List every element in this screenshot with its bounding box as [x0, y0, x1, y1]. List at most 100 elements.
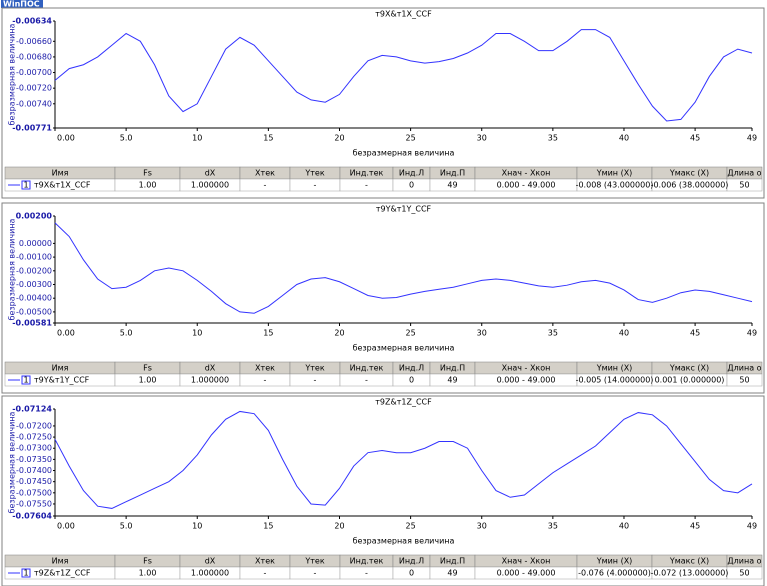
table-cell-text: -: [314, 181, 317, 190]
y-tick-label: -0.07200: [16, 421, 52, 430]
column-header: Yмин (X): [596, 364, 633, 373]
column-header: Инд.Л: [399, 557, 424, 566]
column-header: Длина о: [727, 364, 761, 373]
table-cell-text: 0.000 - 49.000: [497, 181, 556, 190]
table-cell-text: 1.00: [139, 376, 157, 385]
table-cell-text: 49: [447, 569, 457, 578]
table-cell-text: т9X&т1X_CCF: [34, 181, 91, 190]
x-tick-label: 10: [192, 522, 202, 531]
y-tick-label: -0.07300: [16, 444, 52, 453]
table-cell-text: 50: [739, 181, 749, 190]
data-line: [54, 410, 753, 509]
row-number: 1: [23, 569, 28, 578]
column-header: Yтек: [304, 169, 324, 178]
x-tick-label: 25: [406, 134, 416, 143]
chart-title: т9X&т1X_CCF: [375, 10, 432, 19]
table-cell-text: 49: [447, 376, 457, 385]
y-tick-label: -0.00500: [16, 307, 52, 316]
column-header: Xтек: [255, 557, 275, 566]
table-cell-text: -0.008 (43.000000): [576, 181, 654, 190]
x-tick-label: 10: [192, 329, 202, 338]
x-axis-label: безразмерная величина: [353, 344, 455, 353]
table-cell-text: т9Y&т1Y_CCF: [34, 376, 90, 385]
panel-frame: [1, 395, 765, 586]
y-tick-label: -0.07250: [16, 433, 52, 442]
x-tick-label: 20: [334, 329, 344, 338]
y-tick-label: -0.00300: [16, 280, 52, 289]
x-tick-label: 0.00: [57, 134, 75, 143]
x-axis-label: безразмерная величина: [353, 149, 455, 158]
y-tick-label: -0.00400: [16, 294, 52, 303]
row-number: 1: [23, 376, 28, 385]
y-tick-label: -0.00740: [16, 99, 52, 108]
data-line: [54, 29, 753, 122]
column-header: Длина о: [727, 169, 761, 178]
table-cell-text: -: [365, 376, 368, 385]
table-cell-text: 1.00: [139, 569, 157, 578]
x-tick-label: 25: [406, 329, 416, 338]
table-cell: [726, 178, 763, 192]
column-header: Xтек: [255, 169, 275, 178]
x-tick-label: 10: [192, 134, 202, 143]
y-tick-label: -0.07124: [12, 405, 52, 414]
y-axis-label: безразмерная величина: [8, 218, 17, 320]
table-cell-text: -: [264, 181, 267, 190]
x-tick-label: 35: [548, 134, 558, 143]
x-tick-label: 15: [263, 522, 273, 531]
table-cell-text: 1.000000: [191, 181, 229, 190]
x-axis-label: безразмерная величина: [353, 537, 455, 546]
table-cell-text: -: [365, 181, 368, 190]
y-tick-label: -0.00581: [12, 319, 52, 328]
y-tick-label: -0.07350: [16, 455, 52, 464]
chart-title: т9Y&т1Y_CCF: [376, 205, 432, 214]
app-logo: [1, 0, 43, 8]
chart-title: т9Z&т1Z_CCF: [375, 398, 432, 407]
column-header: Xнач - Xкон: [502, 169, 551, 178]
table-cell-text: -0.005 (14.000000): [576, 376, 654, 385]
column-header: Xтек: [255, 364, 275, 373]
column-header: Xнач - Xкон: [502, 364, 551, 373]
table-cell-text: 50: [739, 569, 749, 578]
y-tick-label: -0.07604: [12, 512, 52, 521]
x-tick-label: 40: [619, 329, 629, 338]
table-cell-text: 0.000 - 49.000: [497, 569, 556, 578]
table-cell: [726, 566, 763, 580]
y-tick-label: -0.00100: [16, 253, 52, 262]
column-header: dX: [205, 169, 216, 178]
column-header: Yмакс (X): [669, 364, 709, 373]
y-tick-label: -0.07550: [16, 499, 52, 508]
x-tick-label: 35: [548, 522, 558, 531]
x-tick-label: 45: [690, 522, 700, 531]
column-header: Fs: [143, 557, 152, 566]
table-cell-text: 0: [409, 376, 414, 385]
app-title: WinПОС: [3, 0, 40, 9]
y-tick-label: -0.00700: [16, 68, 52, 77]
y-tick-label: -0.00771: [12, 124, 52, 133]
column-header: dX: [205, 364, 216, 373]
y-tick-label: 0.00000: [19, 239, 52, 248]
x-tick-label: 20: [334, 134, 344, 143]
x-tick-label: 5.0: [120, 134, 133, 143]
x-tick-label: 5.0: [120, 329, 133, 338]
column-header: Длина о: [727, 557, 761, 566]
x-tick-label: 0.00: [57, 329, 75, 338]
column-header: Инд.Л: [399, 169, 424, 178]
x-tick-label: 40: [619, 522, 629, 531]
x-tick-label: 15: [263, 134, 273, 143]
table-cell-text: -: [264, 569, 267, 578]
y-tick-label: -0.07500: [16, 488, 52, 497]
column-header: Имя: [52, 557, 69, 566]
x-tick-label: 0.00: [57, 522, 75, 531]
table-cell-text: -0.076 (4.000000): [578, 569, 651, 578]
column-header: Имя: [52, 169, 69, 178]
y-tick-label: -0.00720: [16, 84, 52, 93]
column-header: Yтек: [304, 557, 324, 566]
x-tick-label: 30: [477, 134, 487, 143]
column-header: Имя: [52, 364, 69, 373]
table-cell-text: 0: [409, 181, 414, 190]
column-header: dX: [205, 557, 216, 566]
table-cell-text: т9Z&т1Z_CCF: [34, 569, 91, 578]
column-header: Инд.Л: [399, 364, 424, 373]
table-cell-text: -: [365, 569, 368, 578]
